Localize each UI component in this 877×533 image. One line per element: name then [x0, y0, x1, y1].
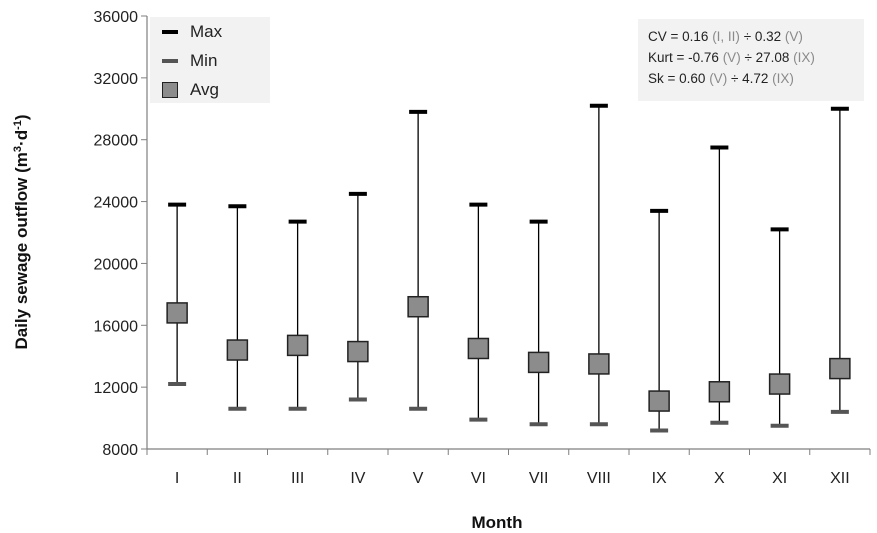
statistics-annotation: CV = 0.16 (I, II) ÷ 0.32 (V) Kurt = -0.7… [638, 19, 864, 101]
y-tick-label: 12000 [94, 380, 139, 397]
avg-marker [407, 295, 429, 318]
y-tick-label: 16000 [94, 318, 139, 335]
x-tick-labels: I II III IV V VI VII VIII IX X XI XII [175, 470, 850, 487]
y-tick-label: 8000 [102, 442, 138, 459]
y-tick-label: 24000 [94, 195, 139, 212]
skewness-line: Sk = 0.60 (V) ÷ 4.72 (IX) [648, 71, 794, 86]
x-tick-label: XII [830, 470, 850, 487]
avg-marker [347, 340, 369, 363]
legend-item-min: Min [156, 46, 270, 75]
x-tick-label: IV [350, 470, 365, 487]
y-axis-title: Daily sewage outflow (m3·d-1) [12, 114, 31, 349]
avg-marker [467, 337, 490, 360]
avg-marker [708, 381, 731, 403]
y-tick-label: 28000 [94, 133, 139, 150]
y-tick-label: 32000 [94, 71, 139, 88]
x-tick-label: X [714, 470, 725, 487]
x-tick-label: VIII [587, 470, 611, 487]
x-tick-label: VII [529, 470, 549, 487]
avg-marker [166, 302, 188, 324]
legend: Max Min Avg [150, 17, 270, 103]
avg-marker [768, 373, 791, 395]
x-tick-label: III [291, 470, 304, 487]
legend-item-max: Max [156, 17, 270, 46]
x-tick-label: VI [471, 470, 486, 487]
avg-marker [226, 339, 249, 361]
axes [141, 15, 871, 455]
avg-marker [527, 351, 550, 374]
legend-item-avg: Avg [156, 75, 270, 104]
avg-marker [286, 334, 309, 357]
x-tick-label: IX [652, 470, 667, 487]
legend-label-avg: Avg [190, 79, 219, 99]
x-tick-label: II [233, 470, 242, 487]
y-tick-label: 20000 [94, 256, 139, 273]
legend-swatch-max [156, 29, 184, 34]
x-tick-label: XI [772, 470, 787, 487]
cv-line: CV = 0.16 (I, II) ÷ 0.32 (V) [648, 29, 803, 44]
legend-swatch-min [156, 58, 184, 63]
legend-swatch-avg [156, 81, 184, 98]
chart-marks [166, 103, 851, 433]
legend-label-min: Min [190, 50, 218, 70]
x-tick-label: V [413, 470, 424, 487]
x-axis-title: Month [472, 513, 523, 532]
x-tick-label: I [175, 470, 179, 487]
avg-marker [588, 353, 610, 375]
legend-label-max: Max [190, 21, 223, 41]
y-tick-label: 36000 [94, 9, 139, 26]
kurtosis-line: Kurt = -0.76 (V) ÷ 27.08 (IX) [648, 50, 815, 65]
avg-marker [648, 390, 670, 412]
y-tick-labels: 8000 12000 16000 20000 24000 28000 32000 36000 [94, 9, 139, 459]
avg-marker [829, 357, 851, 380]
